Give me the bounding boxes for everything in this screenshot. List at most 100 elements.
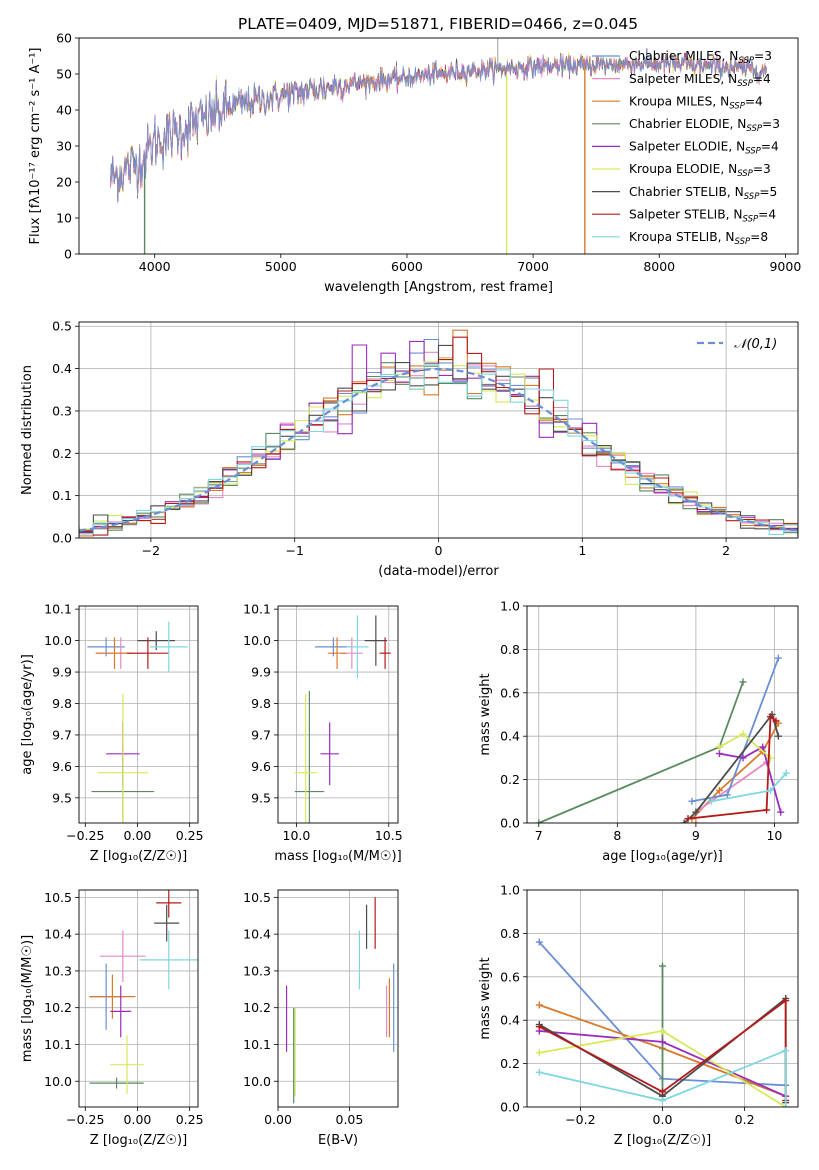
plot-area <box>278 606 398 823</box>
x-axis-label: Z [log₁₀(Z/Z☉)] <box>90 1133 187 1148</box>
x-tick-label: 0.00 <box>264 1112 292 1127</box>
weight-marker <box>782 997 790 1005</box>
x-axis-label: (data-model)/error <box>378 564 499 579</box>
y-axis-label: mass [log₁₀(M/M☉)] <box>20 935 35 1062</box>
weight-marker <box>715 786 723 794</box>
x-tick-label: 0.05 <box>336 1112 364 1127</box>
y-tick-label: 1.0 <box>500 883 520 898</box>
y-tick-label: 10.0 <box>44 1074 72 1089</box>
errorbar-point <box>379 637 391 669</box>
y-tick-label: 10.2 <box>243 1000 271 1015</box>
histogram-6 <box>79 344 798 534</box>
y-tick-label: 0.3 <box>52 403 72 418</box>
y-tick-label: 0.0 <box>500 1100 520 1115</box>
errorbar-point <box>139 930 198 990</box>
errorbar-point <box>110 1035 144 1095</box>
y-tick-label: 0.4 <box>500 1013 520 1028</box>
errorbar-point <box>127 637 169 669</box>
panel-age_vs_Z: −0.25 0.00 0.25 9.5 9.6 9.7 9.8 9.9 10.0 10.1 Z [l… <box>20 602 204 864</box>
y-axis-label: Flux [fλ10⁻¹⁷ erg cm⁻² s⁻¹ A⁻¹] <box>28 48 43 245</box>
y-tick-label: 0.2 <box>500 1056 520 1071</box>
plot-area <box>110 38 767 254</box>
weight-marker <box>535 1023 543 1031</box>
x-tick-label: 8000 <box>643 259 675 274</box>
weight-line-1 <box>695 761 768 813</box>
y-tick-label: 9.9 <box>52 665 72 680</box>
weight-marker <box>774 732 782 740</box>
x-tick-label: −1 <box>285 543 303 558</box>
legend-label: Chabrier STELIB, NSSP=5 <box>629 185 777 202</box>
panel-mass_vs_Z: −0.25 0.00 0.25 10.0 10.1 10.2 10.3 10.4 10.5 Z [… <box>20 889 204 1148</box>
y-tick-label: 60 <box>56 31 72 46</box>
y-tick-label: 10.1 <box>44 602 72 617</box>
y-tick-label: 9.7 <box>52 727 72 742</box>
weight-marker <box>739 730 747 738</box>
weight-marker <box>715 743 723 751</box>
x-tick-label: 0 <box>435 543 443 558</box>
weight-marker <box>782 1047 790 1055</box>
panel-residuals: −2 −1 0 1 2 0.0 0.1 0.2 0.3 0.4 0.5 (data-model)/er… <box>20 319 799 579</box>
weight-marker <box>774 654 782 662</box>
weight-marker <box>777 808 785 816</box>
weight-line-6 <box>683 712 780 823</box>
y-axis-label: mass weight <box>478 673 493 755</box>
weight-marker <box>535 938 543 946</box>
x-tick-label: 10.5 <box>375 828 403 843</box>
weight-marker <box>715 750 723 758</box>
weight-marker <box>684 815 692 823</box>
axes-frame <box>277 889 399 1108</box>
errorbar-point <box>327 637 347 669</box>
axes-frame <box>526 889 799 1108</box>
x-axis-label: wavelength [Angstrom, rest frame] <box>324 280 553 295</box>
errorbar-point <box>89 974 136 1019</box>
x-axis-label: mass [log₁₀(M/M☉)] <box>274 849 401 864</box>
y-tick-label: 1.0 <box>500 599 520 614</box>
y-tick-label: 50 <box>56 67 72 82</box>
y-tick-label: 10.0 <box>243 1074 271 1089</box>
y-axis-label: age [log₁₀(age/yr)] <box>20 654 35 775</box>
legend-label: Kroupa ELODIE, NSSP=3 <box>629 162 771 179</box>
panel-spectrum: 4000 5000 6000 7000 8000 9000 0 10 20 30 40 50 60 wav… <box>28 31 801 296</box>
axes-frame <box>78 321 799 539</box>
weight-marker <box>767 713 775 721</box>
figure-title: PLATE=0409, MJD=51871, FIBERID=0466, z=0… <box>238 15 638 33</box>
x-tick-label: 10 <box>766 828 782 843</box>
weight-marker <box>767 786 775 794</box>
weight-marker <box>772 717 780 725</box>
weight-marker <box>782 1103 790 1107</box>
errorbar-point <box>364 615 387 666</box>
weight-marker <box>535 1068 543 1076</box>
weight-line-4 <box>719 745 782 813</box>
y-tick-label: 9.9 <box>251 665 271 680</box>
y-tick-label: 10.3 <box>44 963 72 978</box>
legend-label: Kroupa STELIB, NSSP=8 <box>629 230 768 247</box>
plot-area <box>79 890 198 1107</box>
weight-marker <box>535 1001 543 1009</box>
x-tick-label: 2 <box>722 543 730 558</box>
legend-label: Salpeter ELODIE, NSSP=4 <box>629 140 779 157</box>
y-tick-label: 0.8 <box>500 926 520 941</box>
normal-curve <box>79 367 798 532</box>
x-axis-label: Z [log₁₀(Z/Z☉)] <box>90 849 187 864</box>
x-tick-label: 8 <box>613 828 621 843</box>
plot-area <box>79 322 798 538</box>
y-axis-label: Normed distribution <box>20 365 35 495</box>
y-tick-label: 9.5 <box>52 790 72 805</box>
x-tick-label: 9000 <box>769 259 801 274</box>
errorbar-point <box>89 1077 144 1089</box>
x-axis-label: age [log₁₀(age/yr)] <box>602 849 723 864</box>
x-tick-label: 1 <box>578 543 586 558</box>
errorbar-point <box>149 621 188 673</box>
axes-frame <box>78 37 799 255</box>
x-tick-label: 9 <box>692 828 700 843</box>
weight-line-7 <box>687 714 777 820</box>
weight-marker <box>759 743 767 751</box>
y-tick-label: 10.0 <box>243 633 271 648</box>
y-tick-label: 10.4 <box>44 927 72 942</box>
y-tick-label: 40 <box>56 103 72 118</box>
panel-weight_vs_age: 7 8 9 10 0.0 0.2 0.4 0.6 0.8 1.0 age [log₁₀(age/yr… <box>478 599 799 864</box>
y-tick-label: 9.8 <box>251 696 271 711</box>
x-tick-label: 7 <box>535 828 543 843</box>
x-axis-label: E(B-V) <box>318 1133 358 1148</box>
